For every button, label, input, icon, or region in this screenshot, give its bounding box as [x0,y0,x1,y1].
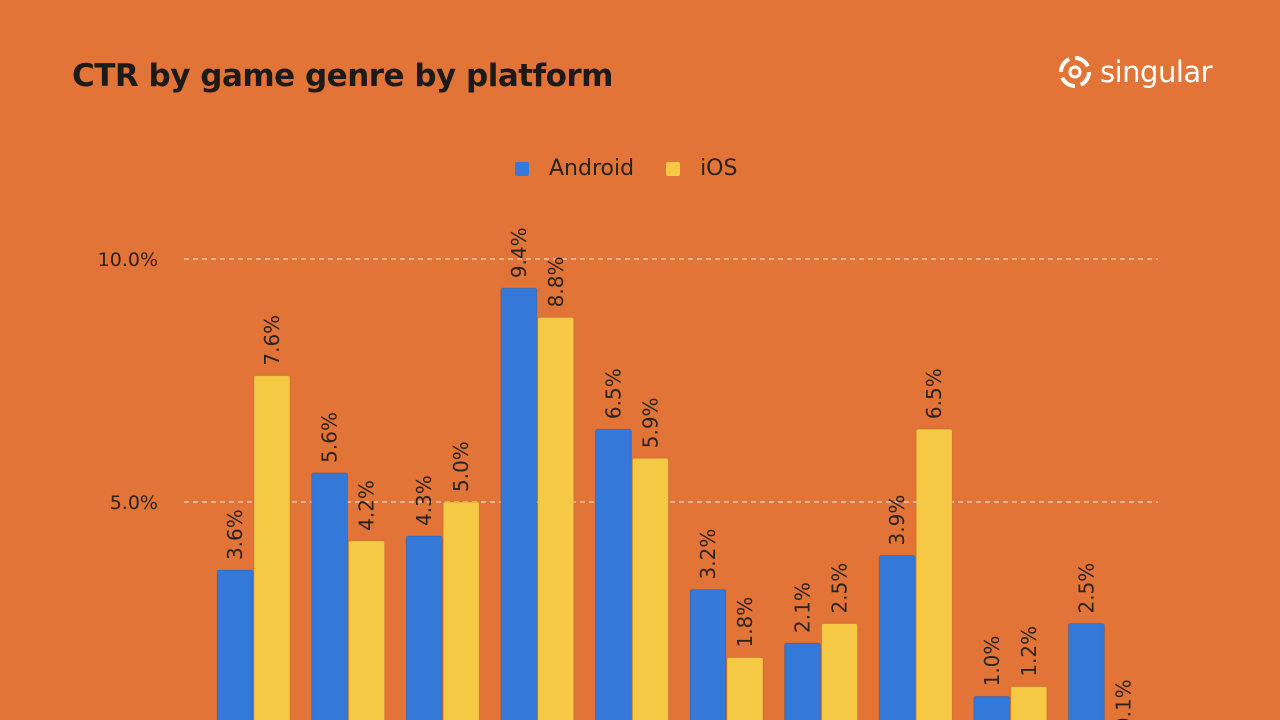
y-tick-label: 5.0% [110,492,158,514]
data-label-ios: 0.1% [1111,679,1135,720]
bar-ios [915,428,953,720]
bar-android [500,287,538,720]
bar-android [594,428,632,720]
brand-logo: singular [1058,52,1213,92]
bar-android [878,554,916,720]
data-label-android: 3.6% [223,509,247,560]
data-label-ios: 5.0% [449,441,473,492]
legend-label-ios: iOS [700,156,738,181]
data-label-android: 2.1% [791,582,815,633]
bar-ios [821,623,859,720]
data-label-ios: 1.2% [1017,626,1041,677]
chart-legend: Android iOS [515,156,737,181]
bar-ios [442,501,480,720]
data-label-android: 1.0% [980,636,1004,687]
data-label-ios: 8.8% [544,257,568,308]
data-label-android: 3.9% [885,495,909,546]
bar-ios [726,657,764,720]
bar-android [1067,623,1105,720]
data-label-ios: 6.5% [922,368,946,419]
bar-ios [631,457,669,720]
singular-logo-icon [1059,56,1091,88]
data-label-android: 6.5% [601,368,625,419]
bar-android [311,472,349,720]
data-label-ios: 1.8% [733,597,757,648]
data-label-android: 9.4% [507,227,531,278]
bar-ios [1010,686,1048,720]
bar-android [784,642,822,720]
chart-title: CTR by game genre by platform [72,58,614,94]
data-label-ios: 2.5% [828,563,852,614]
legend-swatch-ios [666,161,681,176]
data-label-android: 3.2% [696,529,720,580]
legend-item-ios: iOS [666,156,737,181]
bar-ios [348,540,386,720]
legend-item-android: Android [515,156,634,181]
bar-ios [253,375,291,720]
data-label-android: 4.3% [412,475,436,526]
bar-android [689,588,727,720]
bar-android [973,695,1011,720]
data-label-ios: 4.2% [355,480,379,531]
legend-swatch-android [515,161,529,176]
brand-name: singular [1100,55,1213,89]
data-label-android: 2.5% [1074,563,1098,614]
bar-android [405,535,443,720]
bar-android [216,569,254,720]
y-tick-label: 10.0% [98,249,158,271]
data-label-ios: 7.6% [260,315,284,366]
data-label-android: 5.6% [318,412,342,463]
data-label-ios: 5.9% [638,397,662,448]
bar-ios [537,316,575,720]
legend-label-android: Android [549,156,635,181]
